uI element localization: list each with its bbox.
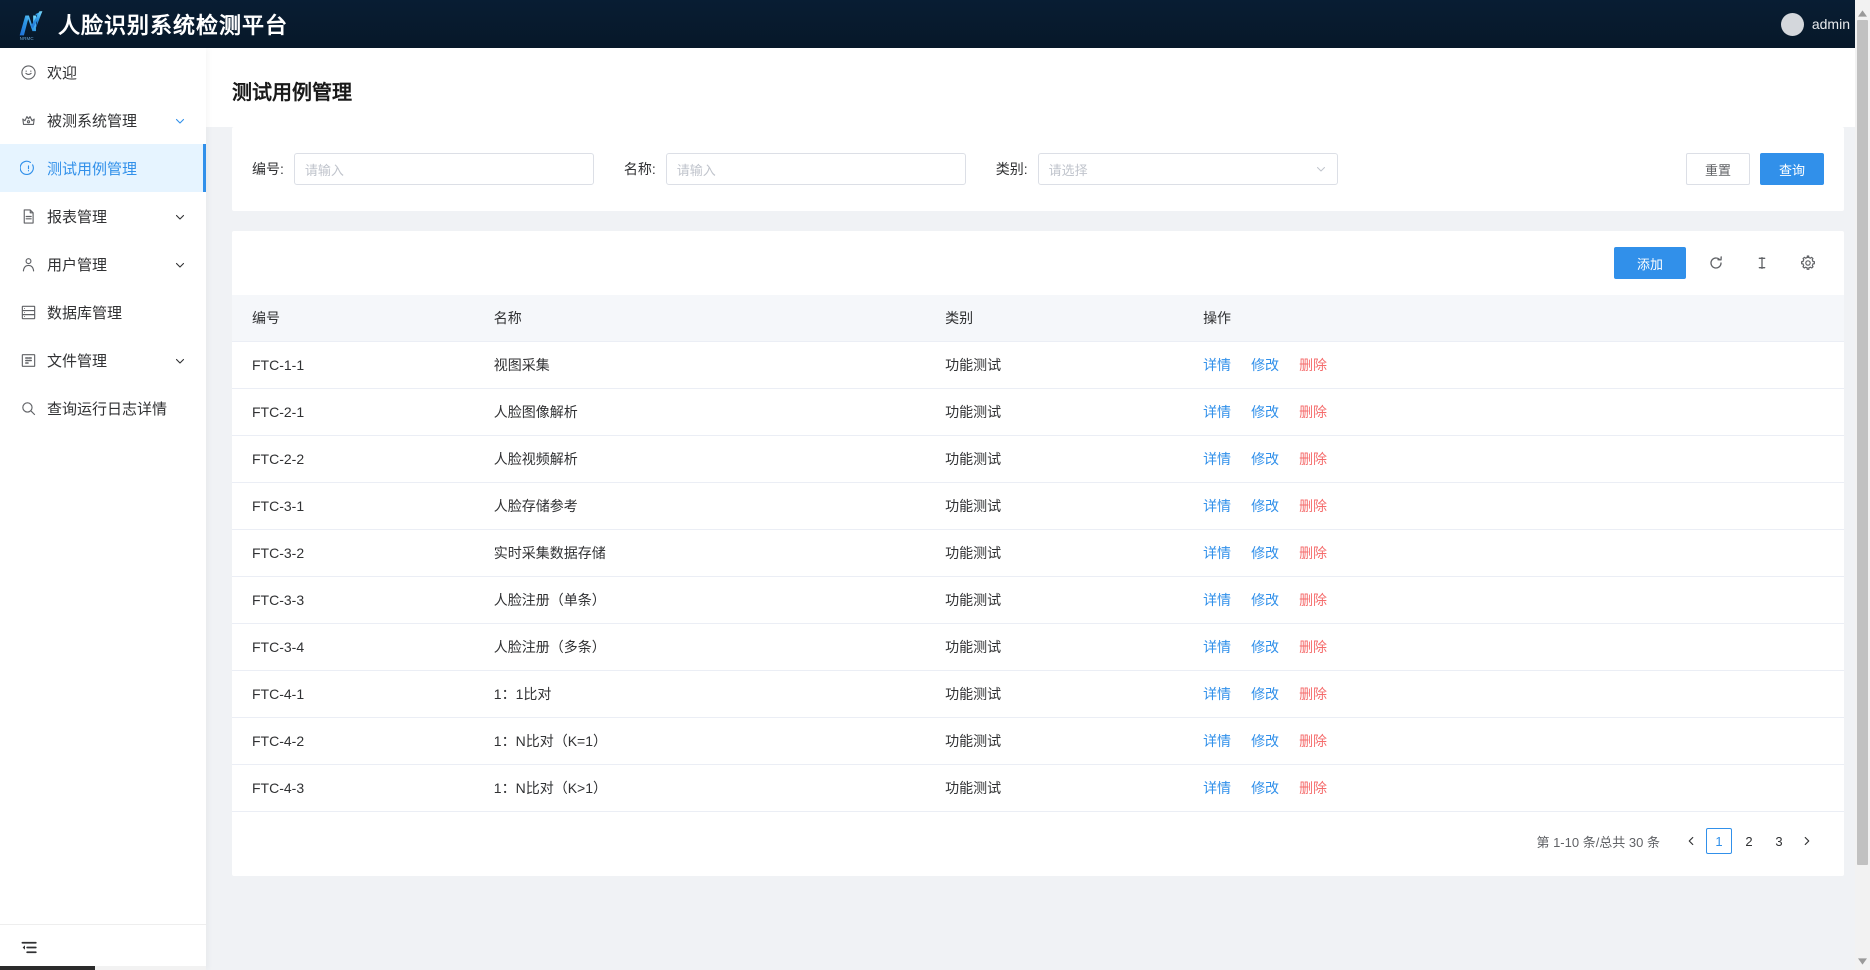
svg-text:NRMC: NRMC bbox=[20, 36, 35, 41]
